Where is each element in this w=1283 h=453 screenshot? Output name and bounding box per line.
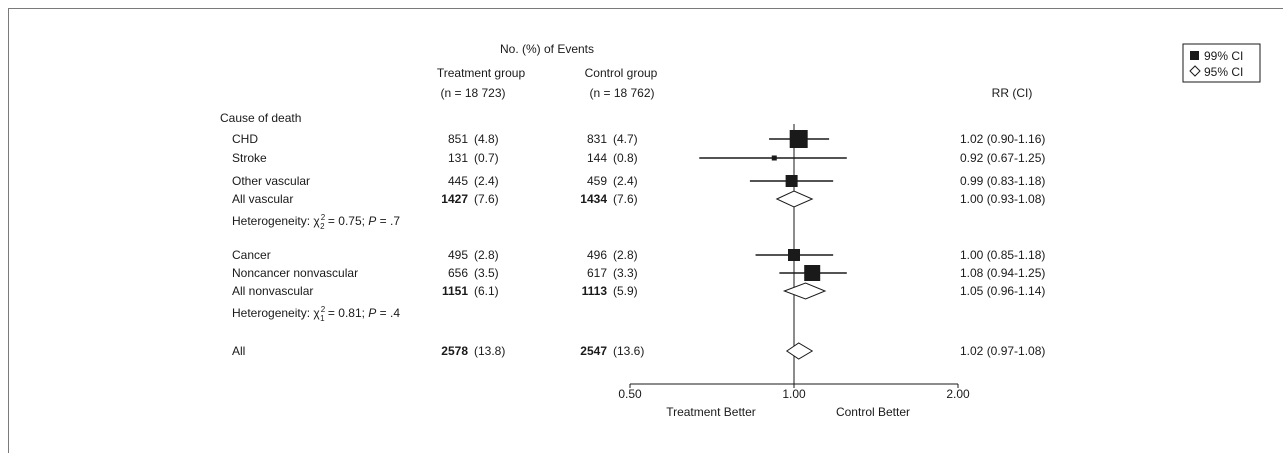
treatment-percent: (6.1) [474, 284, 499, 298]
header-treatment-label: Treatment group [437, 66, 526, 80]
control-percent: (2.4) [613, 174, 638, 188]
chi-subscript: 2 [320, 222, 325, 231]
row-label: All nonvascular [232, 284, 313, 298]
rr-ci-text: 1.00 (0.93-1.08) [960, 192, 1045, 206]
x-label-treatment-better: Treatment Better [666, 405, 756, 419]
treatment-count: 1151 [442, 284, 468, 298]
x-label-control-better: Control Better [836, 405, 910, 419]
control-percent: (13.6) [613, 344, 644, 358]
treatment-count: 656 [448, 266, 468, 280]
control-count: 1434 [580, 192, 607, 206]
p-value: = .4 [376, 306, 400, 320]
estimate-square [804, 265, 821, 281]
row-label: Cancer [232, 248, 271, 262]
treatment-count: 495 [448, 248, 468, 262]
chi-stat: = 0.75; [325, 214, 369, 228]
figure-frame [8, 8, 1283, 453]
control-percent: (0.8) [613, 151, 638, 165]
chi-stat: = 0.81; [325, 306, 369, 320]
control-count: 831 [587, 132, 607, 146]
control-count: 496 [587, 248, 607, 262]
estimate-square [789, 130, 808, 148]
control-percent: (2.8) [613, 248, 638, 262]
treatment-percent: (2.8) [474, 248, 499, 262]
legend-label-99ci: 99% CI [1204, 49, 1243, 63]
estimate-square [771, 155, 777, 161]
estimate-square [785, 175, 798, 187]
rr-ci-text: 1.02 (0.90-1.16) [960, 132, 1045, 146]
row-label: Other vascular [232, 174, 310, 188]
treatment-count: 131 [448, 151, 468, 165]
treatment-count: 445 [448, 174, 468, 188]
treatment-percent: (4.8) [474, 132, 499, 146]
row-label: Noncancer nonvascular [232, 266, 358, 280]
header-control-n: (n = 18 762) [589, 86, 654, 100]
rr-ci-text: 1.05 (0.96-1.14) [960, 284, 1045, 298]
treatment-percent: (13.8) [474, 344, 505, 358]
x-tick-label: 0.50 [618, 387, 642, 401]
rr-ci-text: 0.99 (0.83-1.18) [960, 174, 1045, 188]
treatment-percent: (7.6) [474, 192, 499, 206]
p-value: = .7 [376, 214, 400, 228]
rr-ci-text: 1.08 (0.94-1.25) [960, 266, 1045, 280]
header-control-label: Control group [585, 66, 658, 80]
control-count: 2547 [580, 344, 607, 358]
rows: CHD 851 (4.8) 831 (4.7) 1.02 (0.90-1.16) Strok… [232, 132, 1045, 358]
row-label: Stroke [232, 151, 267, 165]
rr-ci-text: 0.92 (0.67-1.25) [960, 151, 1045, 165]
treatment-percent: (2.4) [474, 174, 499, 188]
plot-area: 0.50 1.00 2.00 Treatment Better Control Bett… [618, 124, 970, 419]
control-percent: (5.9) [613, 284, 638, 298]
estimate-square [788, 249, 800, 261]
heterogeneity-label: Heterogeneity: χ2 1 = 0.81; P = .4 [232, 305, 400, 323]
row-label: All vascular [232, 192, 293, 206]
header-title: No. (%) of Events [500, 42, 594, 56]
header-rr-label: RR (CI) [992, 86, 1033, 100]
legend-open-diamond-icon [1189, 65, 1201, 77]
control-count: 459 [587, 174, 607, 188]
legend-label-95ci: 95% CI [1204, 65, 1243, 79]
ci-95-diamond [775, 190, 814, 208]
control-count: 144 [587, 151, 607, 165]
treatment-count: 851 [448, 132, 468, 146]
rr-ci-text: 1.02 (0.97-1.08) [960, 344, 1045, 358]
rr-ci-text: 1.00 (0.85-1.18) [960, 248, 1045, 262]
control-percent: (7.6) [613, 192, 638, 206]
header-treatment-n: (n = 18 723) [440, 86, 505, 100]
treatment-count: 1427 [441, 192, 468, 206]
section-label: Cause of death [220, 111, 301, 125]
x-tick-label: 1.00 [782, 387, 806, 401]
control-count: 617 [587, 266, 607, 280]
p-label: P [368, 306, 376, 320]
ci-95-diamond [785, 342, 814, 360]
treatment-percent: (3.5) [474, 266, 499, 280]
heterogeneity-label: Heterogeneity: χ2 2 = 0.75; P = .7 [232, 213, 400, 231]
row-label: CHD [232, 132, 258, 146]
legend-filled-square-icon [1190, 51, 1199, 60]
control-percent: (3.3) [613, 266, 638, 280]
chi-superscript: 2 [321, 305, 326, 314]
p-label: P [368, 214, 376, 228]
treatment-count: 2578 [441, 344, 468, 358]
legend: 99% CI 95% CI [1182, 43, 1261, 83]
chi-subscript: 1 [320, 314, 325, 323]
ci-95-diamond [782, 282, 827, 300]
control-percent: (4.7) [613, 132, 638, 146]
control-count: 1113 [582, 284, 608, 298]
x-tick-label: 2.00 [946, 387, 970, 401]
row-label: All [232, 344, 245, 358]
treatment-percent: (0.7) [474, 151, 499, 165]
chi-superscript: 2 [321, 213, 326, 222]
